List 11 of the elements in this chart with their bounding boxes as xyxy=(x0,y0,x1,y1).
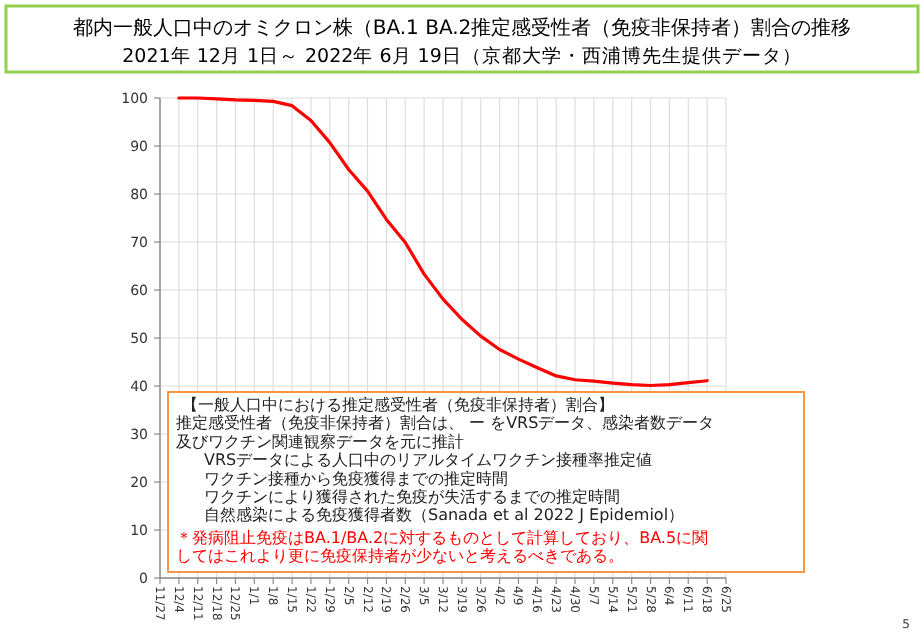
annotation: VRSデータによる人口中のリアルタイムワクチン接種率推定値 xyxy=(204,451,653,470)
annotation: ワクチン接種から免疫獲得までの推定時間 xyxy=(204,469,508,488)
annotation: ＊発病阻止免疫はBA.1/BA.2に対するものとして計算しており、BA.5に関してはこれより更に免疫保持者が少ないと考えるべきである。 xyxy=(176,528,709,566)
annotation: ワクチンにより獲得された免疫が失活するまでの推定時間 xyxy=(204,488,620,506)
annotation: 推定感受性者（免疫非保持者）割合は、 ー をVRSデータ、感染者数データ xyxy=(176,414,715,433)
line-series xyxy=(177,96,709,388)
chart-title: 都内一般人口中のオミクロン株（BA.1 BA.2推定感受性者（免疫非保持者）割合の推移 xyxy=(72,16,852,40)
annotation: 自然感染による免疫獲得者数（Sanada et al 2022 J Epidemiol） xyxy=(204,506,685,525)
annotation: 及びワクチン関連観察データを元に推計 xyxy=(176,432,464,451)
annotation: 【一般人口中における推定感受性者（免疫非保持者）割合】 xyxy=(182,396,614,414)
chart-subtitle: 2021年 12月 1日～ 2022年 6月 19日（京都大学・西浦博先生提供データ） xyxy=(122,44,802,68)
